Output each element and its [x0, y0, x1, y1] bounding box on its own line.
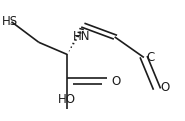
- Text: O: O: [160, 81, 169, 94]
- Text: HN: HN: [73, 30, 90, 43]
- Text: HO: HO: [58, 93, 76, 106]
- Text: O: O: [111, 75, 120, 88]
- Text: HS: HS: [1, 15, 18, 28]
- Text: C: C: [147, 51, 155, 64]
